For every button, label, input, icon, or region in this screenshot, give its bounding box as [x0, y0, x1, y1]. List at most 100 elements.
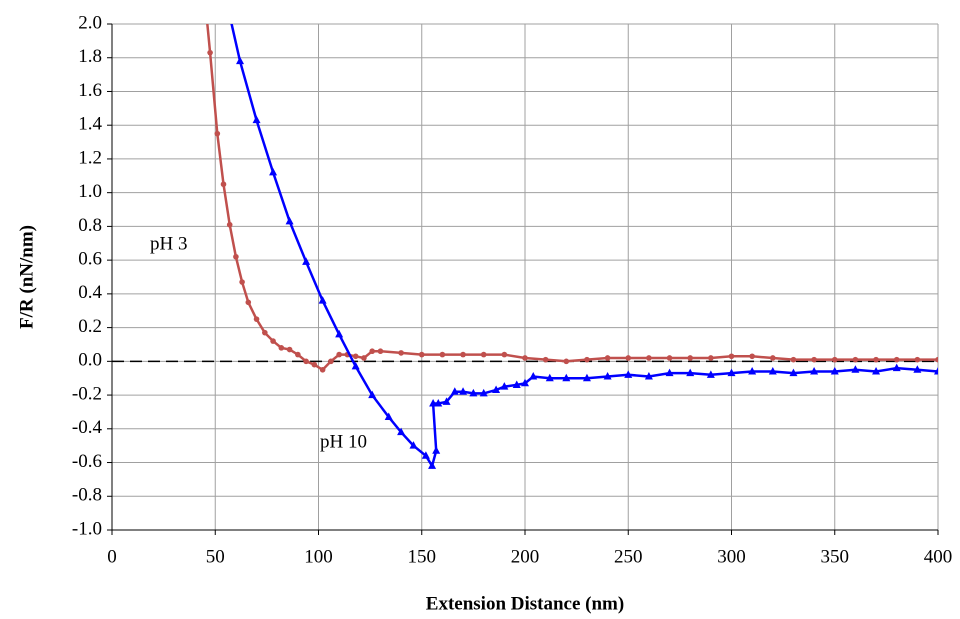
- y-tick-label: -1.0: [72, 518, 102, 539]
- marker: [459, 387, 468, 395]
- marker: [582, 373, 591, 382]
- marker: [319, 366, 326, 373]
- marker: [542, 356, 549, 363]
- marker: [873, 356, 879, 363]
- y-tick-label: 2.0: [78, 12, 102, 33]
- marker: [789, 368, 798, 377]
- x-axis-title: Extension Distance (nm): [426, 593, 624, 614]
- marker: [252, 115, 261, 124]
- marker: [913, 365, 922, 373]
- marker: [450, 387, 459, 395]
- y-tick-label: 0.8: [78, 215, 102, 236]
- marker: [361, 355, 367, 361]
- marker: [492, 385, 501, 394]
- plot-area: [206, 11, 938, 470]
- marker: [893, 356, 900, 363]
- marker: [469, 388, 478, 397]
- marker: [226, 221, 233, 228]
- y-tick-label: -0.8: [72, 485, 102, 506]
- marker: [770, 355, 776, 361]
- marker: [233, 253, 239, 260]
- marker: [429, 399, 438, 407]
- y-tick-label: 1.6: [78, 80, 102, 101]
- y-tick-label: 0.0: [78, 350, 102, 371]
- marker: [749, 353, 755, 360]
- x-tick-label: 50: [206, 546, 225, 567]
- series-line: [206, 24, 938, 372]
- marker: [311, 361, 318, 368]
- y-tick-label: 1.8: [78, 46, 102, 67]
- marker: [328, 358, 334, 365]
- x-tick-label: 400: [924, 546, 953, 567]
- marker: [270, 338, 276, 344]
- marker: [207, 49, 213, 56]
- marker: [521, 378, 529, 387]
- marker: [687, 355, 693, 361]
- marker: [512, 380, 521, 388]
- marker: [286, 346, 293, 353]
- marker: [851, 365, 860, 373]
- marker: [369, 348, 375, 355]
- y-tick-label: 0.6: [78, 248, 102, 269]
- marker: [226, 11, 234, 19]
- x-tick-label: 150: [408, 546, 437, 567]
- marker: [269, 167, 278, 176]
- marker: [935, 356, 938, 363]
- marker: [302, 257, 311, 265]
- marker: [397, 427, 406, 436]
- marker: [852, 356, 859, 363]
- marker: [646, 355, 652, 361]
- marker: [278, 345, 285, 351]
- marker: [318, 296, 327, 304]
- marker: [418, 351, 425, 358]
- marker: [665, 368, 674, 377]
- marker: [562, 373, 571, 382]
- marker: [604, 355, 611, 361]
- marker: [377, 348, 384, 355]
- series-label: pH 3: [150, 233, 187, 254]
- marker: [728, 353, 735, 360]
- y-tick-label: 1.2: [78, 147, 102, 168]
- marker: [253, 316, 260, 322]
- marker: [214, 130, 221, 137]
- marker: [220, 181, 227, 188]
- marker: [603, 372, 612, 380]
- marker: [428, 461, 437, 469]
- marker: [666, 355, 673, 361]
- marker: [727, 368, 736, 377]
- marker: [708, 355, 714, 361]
- marker: [790, 356, 797, 363]
- x-tick-label: 350: [821, 546, 850, 567]
- marker: [439, 351, 446, 358]
- y-tick-label: -0.2: [72, 383, 102, 404]
- marker: [351, 361, 360, 370]
- marker: [409, 441, 418, 449]
- series-label: pH 10: [320, 431, 367, 452]
- marker: [501, 351, 508, 358]
- x-tick-label: 250: [614, 546, 643, 567]
- marker: [479, 388, 488, 397]
- marker: [914, 356, 921, 363]
- marker: [830, 366, 839, 375]
- marker: [872, 366, 881, 375]
- x-tick-label: 0: [107, 546, 117, 567]
- marker: [625, 355, 632, 361]
- marker: [295, 351, 301, 358]
- x-tick-label: 200: [511, 546, 540, 567]
- marker: [545, 373, 554, 382]
- y-axis-title: F/R (nN/nm): [16, 225, 37, 329]
- y-tick-label: 1.0: [78, 181, 102, 202]
- marker: [432, 446, 441, 454]
- marker: [563, 358, 570, 365]
- y-tick-label: 0.4: [78, 282, 102, 303]
- marker: [644, 372, 653, 380]
- marker: [336, 351, 342, 358]
- marker: [584, 356, 590, 363]
- y-tick-label: -0.6: [72, 451, 102, 472]
- marker: [529, 372, 538, 380]
- marker: [352, 353, 359, 360]
- marker: [460, 351, 466, 358]
- marker: [522, 355, 528, 361]
- marker: [442, 397, 451, 405]
